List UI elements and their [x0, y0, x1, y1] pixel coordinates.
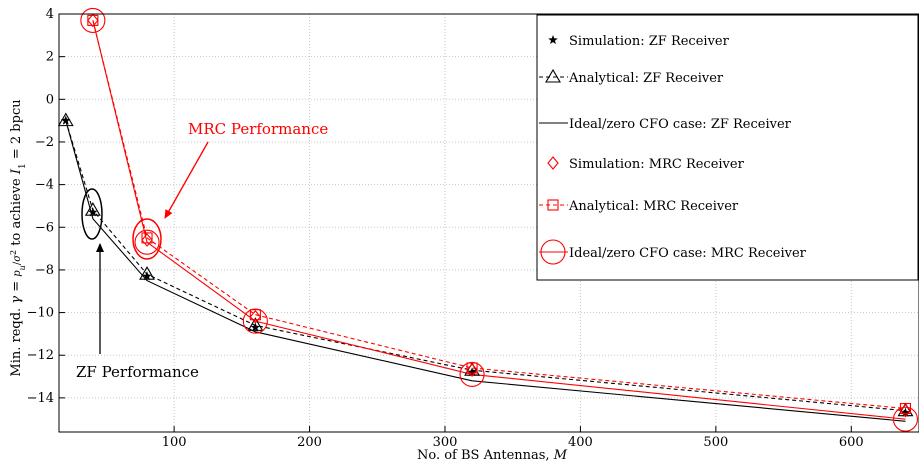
legend-label: Simulation: ZF Receiver — [569, 34, 730, 49]
data-point-analytical-mrc-receiver — [466, 362, 478, 374]
legend: Simulation: ZF Receiver Analytical: ZF Re… — [536, 14, 919, 281]
axis-ticks: 100 200 300 400 500 600 4 2 0 −2 −4 −6 −8 −10 −12 −14 — [27, 7, 864, 450]
legend-marker — [547, 199, 559, 211]
data-point-ideal-zero-cfo-case-mrc-receiver — [242, 308, 268, 334]
data-point-simulation-zf-receiver — [250, 322, 261, 332]
y-tick-label: 0 — [46, 92, 54, 107]
legend-label: Ideal/zero CFO case: ZF Receiver — [569, 117, 792, 132]
mrc-performance-ellipse — [132, 218, 162, 260]
data-point-simulation-mrc-receiver — [466, 363, 478, 378]
data-point-analytical-zf-receiver — [84, 202, 101, 216]
y-tick-label: −6 — [35, 220, 54, 235]
x-tick-label: 200 — [297, 435, 322, 450]
data-point-ideal-zero-cfo-case-mrc-receiver — [459, 361, 485, 387]
legend-label: Simulation: MRC Receiver — [569, 157, 745, 172]
y-tick-label: −14 — [27, 391, 54, 406]
legend-entry: Simulation: MRC Receiver — [547, 156, 745, 172]
x-tick-label: 300 — [433, 435, 458, 450]
data-point-ideal-zero-cfo-case-mrc-receiver — [134, 229, 160, 255]
legend-label: Analytical: ZF Receiver — [568, 71, 724, 86]
legend-entry: Analytical: ZF Receiver — [539, 68, 724, 86]
data-point-ideal-zero-cfo-case-mrc-receiver — [80, 7, 106, 33]
data-point-analytical-mrc-receiver — [141, 232, 153, 244]
data-point-simulation-mrc-receiver — [899, 403, 912, 418]
legend-entry: Simulation: ZF Receiver — [548, 34, 730, 49]
series-lines — [65, 20, 906, 422]
legend-marker — [547, 156, 559, 170]
series-line-analytical-zf-receiver — [65, 120, 906, 412]
x-tick-label: 100 — [162, 435, 187, 450]
legend-marker — [545, 68, 561, 83]
x-tick-label: 500 — [703, 435, 728, 450]
series-line-ideal-zero-cfo-case-zf-receiver — [65, 120, 906, 422]
data-point-simulation-mrc-receiver — [87, 13, 99, 28]
y-tick-label: −10 — [27, 306, 54, 321]
data-point-analytical-zf-receiver — [247, 317, 264, 331]
data-point-simulation-mrc-receiver — [249, 309, 262, 324]
x-tick-label: 600 — [839, 435, 864, 450]
zf-performance-ellipse — [81, 188, 103, 240]
plot-frame — [58, 13, 919, 433]
zf-performance-label: ZF Performance — [76, 363, 199, 381]
y-tick-label: 2 — [46, 50, 54, 65]
y-tick-label: 4 — [46, 7, 54, 22]
series-markers — [57, 7, 919, 432]
x-tick-label: 400 — [568, 435, 593, 450]
data-point-analytical-zf-receiver — [57, 112, 74, 127]
data-point-analytical-mrc-receiver — [249, 309, 261, 321]
legend-marker — [540, 239, 566, 265]
x-axis-label: No. of BS Antennas, M — [417, 448, 568, 463]
legend-marker — [548, 35, 558, 44]
mrc-performance-arrow — [164, 141, 209, 219]
legend-entry: Analytical: MRC Receiver — [539, 199, 739, 214]
data-point-ideal-zero-cfo-case-mrc-receiver — [892, 406, 919, 432]
data-point-analytical-mrc-receiver — [87, 14, 99, 26]
annotations: MRC Performance ZF Performance — [76, 120, 328, 381]
data-point-simulation-mrc-receiver — [141, 233, 153, 247]
data-point-simulation-zf-receiver — [142, 271, 152, 281]
legend-box — [536, 14, 919, 281]
y-tick-label: −8 — [35, 263, 54, 278]
data-point-simulation-zf-receiver — [88, 207, 98, 217]
series-line-analytical-mrc-receiver — [92, 20, 906, 410]
series-line-ideal-zero-cfo-case-mrc-receiver — [92, 20, 906, 420]
legend-label: Analytical: MRC Receiver — [568, 199, 739, 214]
y-axis-label: Min. reqd. γ = pu/σ2 to achieve I1 = 2 b… — [9, 99, 29, 376]
y-tick-label: −2 — [35, 135, 54, 150]
legend-label: Ideal/zero CFO case: MRC Receiver — [569, 246, 807, 261]
y-tick-label: −4 — [35, 178, 54, 193]
data-point-simulation-zf-receiver — [900, 407, 911, 417]
legend-entry: Ideal/zero CFO case: MRC Receiver — [539, 239, 807, 265]
y-tick-label: −12 — [27, 348, 54, 363]
legend-entry: Ideal/zero CFO case: ZF Receiver — [539, 117, 792, 132]
mrc-performance-label: MRC Performance — [188, 120, 328, 138]
data-point-analytical-zf-receiver — [139, 266, 155, 280]
data-point-simulation-zf-receiver — [61, 115, 71, 125]
data-point-simulation-zf-receiver — [467, 367, 477, 377]
